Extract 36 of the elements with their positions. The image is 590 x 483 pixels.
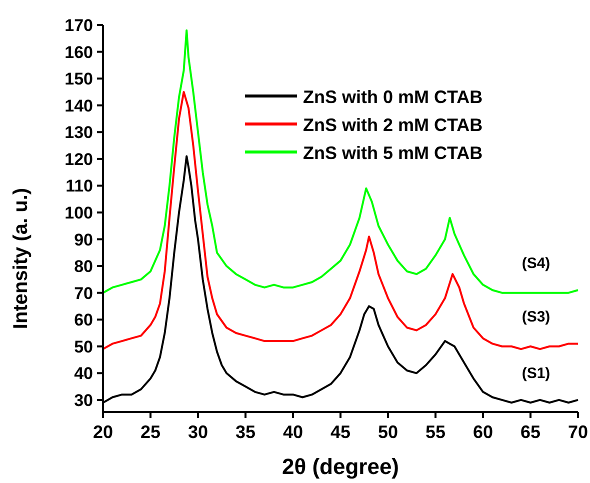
x-tick-label: 45 — [330, 422, 351, 442]
y-tick-label: 40 — [74, 364, 93, 384]
y-tick-label: 70 — [74, 284, 93, 303]
x-axis-title: 2θ (degree) — [282, 454, 400, 479]
y-tick-label: 90 — [74, 230, 93, 250]
x-tick-label: 25 — [140, 422, 161, 442]
legend-label: ZnS with 0 mM CTAB — [303, 87, 483, 107]
x-tick-label: 40 — [282, 422, 304, 442]
x-tick-label: 20 — [92, 422, 114, 442]
y-tick-label: 80 — [74, 257, 93, 276]
legend-label: ZnS with 5 mM CTAB — [303, 143, 483, 163]
annotation: (S3) — [522, 308, 550, 326]
annotation: (S4) — [522, 255, 550, 272]
y-tick-label: 30 — [74, 390, 93, 410]
y-tick-label: 100 — [64, 203, 93, 222]
y-tick-label: 50 — [74, 337, 93, 356]
x-tick-label: 65 — [520, 422, 541, 442]
line-series — [103, 29, 579, 294]
x-tick-label: 30 — [188, 422, 208, 442]
y-axis-title: Intensity (a. u.) — [10, 188, 32, 330]
y-tick-label: 110 — [66, 176, 93, 196]
y-tick-label: 130 — [64, 123, 93, 142]
annotation: (S1) — [522, 364, 550, 382]
y-tick-label: 170 — [64, 16, 93, 35]
x-tick-label: 60 — [472, 422, 494, 442]
y-tick-label: 150 — [64, 70, 93, 89]
line-series — [103, 90, 579, 350]
y-tick-label: 160 — [64, 42, 93, 62]
x-tick-label: 50 — [378, 422, 398, 442]
legend-label: ZnS with 2 mM CTAB — [303, 115, 483, 135]
y-tick-label: 60 — [74, 310, 93, 330]
x-tick-label: 70 — [568, 422, 588, 442]
y-tick-label: 120 — [64, 150, 93, 169]
x-tick-label: 35 — [235, 422, 256, 442]
x-tick-label: 55 — [425, 422, 446, 442]
y-tick-label: 140 — [64, 96, 93, 116]
